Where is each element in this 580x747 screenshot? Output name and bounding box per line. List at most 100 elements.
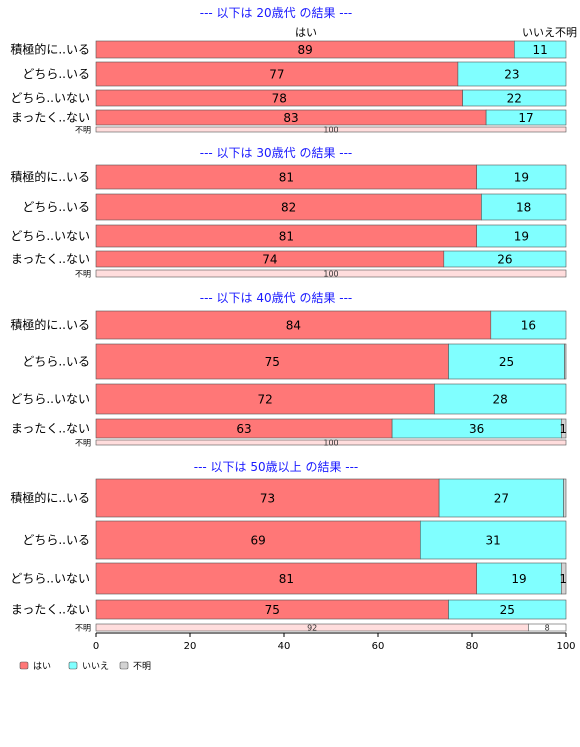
row-label: どちら..いる <box>22 200 90 214</box>
row-label: まったく..ない <box>11 422 90 436</box>
data-label: 72 <box>258 393 273 407</box>
bar-segment-no <box>434 383 567 415</box>
data-label: 100 <box>323 126 338 135</box>
bar-segment-no <box>513 40 567 59</box>
x-tick-label: 100 <box>556 641 575 652</box>
data-label: 83 <box>283 111 298 125</box>
bar-row: どちら..いる 69 31 <box>22 520 567 560</box>
bar-segment-no <box>448 343 565 380</box>
x-tick-label: 80 <box>466 641 479 652</box>
data-label: 89 <box>298 43 313 57</box>
row-label: 不明 <box>75 270 91 279</box>
row-label: 積極的に..いる <box>10 317 90 332</box>
row-label: 積極的に..いる <box>10 42 90 57</box>
data-label: 36 <box>469 422 484 436</box>
bar-row: どちら..いない 81 19 <box>10 224 567 248</box>
data-label: 1 <box>559 422 567 436</box>
row-label: まったく..ない <box>11 252 90 266</box>
bar-segment-yes <box>95 439 567 446</box>
data-label: 78 <box>272 92 287 106</box>
bar-segment-no <box>476 224 567 248</box>
bar-segment-no <box>462 89 567 107</box>
row-label: どちら..いない <box>10 572 90 586</box>
bar-segment-unknown <box>560 418 567 439</box>
panel-4: --- 以下は 50歳以上 の結果 --- 積極的に..いる 73 27 どちら..いる… <box>10 460 567 633</box>
data-label: 23 <box>504 68 519 82</box>
bar-row: まったく..ない 83 17 <box>11 109 567 126</box>
column-header-yes: はい <box>295 26 317 39</box>
x-axis: 0 20 40 60 80 100 <box>93 632 576 652</box>
data-label: 74 <box>262 253 277 267</box>
bar-segment-unknown <box>560 562 567 595</box>
row-label: どちら..いない <box>10 229 90 243</box>
bar-segment-yes <box>95 562 478 595</box>
bar-segment-yes <box>95 383 435 415</box>
data-label: 81 <box>279 230 294 244</box>
bar-segment-no <box>443 250 567 268</box>
panel-title: --- 以下は 20歳代 の結果 --- <box>200 6 353 20</box>
data-label: 75 <box>265 355 280 369</box>
bar-row: まったく..ない 74 26 <box>11 250 567 268</box>
data-label: 69 <box>251 534 266 548</box>
bar-segment-no <box>481 193 567 221</box>
data-label: 19 <box>511 572 526 586</box>
panel-3: --- 以下は 40歳代 の結果 --- 積極的に..いる 84 16 どちら..いる 7… <box>10 291 567 448</box>
bar-segment-unknown <box>564 343 567 380</box>
row-label: どちら..いる <box>22 67 90 81</box>
x-tick-label: 20 <box>184 641 197 652</box>
data-label: 25 <box>499 355 514 369</box>
data-label: 19 <box>514 171 529 185</box>
row-label: 不明 <box>75 439 91 448</box>
row-label: どちら..いる <box>22 533 90 547</box>
bar-segment-no <box>476 562 562 595</box>
bar-segment-yes <box>95 126 567 133</box>
data-label: 81 <box>279 572 294 586</box>
data-label: 16 <box>521 319 536 333</box>
legend-swatch <box>119 661 129 670</box>
legend-entry: 不明 <box>133 661 151 672</box>
bar-row: どちら..いない 72 28 <box>10 383 567 415</box>
bar-row: どちら..いる 75 25 <box>22 343 567 380</box>
row-label: 積極的に..いる <box>10 490 90 505</box>
x-tick-label: 60 <box>372 641 385 652</box>
panel-title: --- 以下は 40歳代 の結果 --- <box>200 291 353 305</box>
panel-1: --- 以下は 20歳代 の結果 --- 積極的に..いる 89 11 どちら..いる 7… <box>10 6 567 135</box>
bar-row: 不明 92 8 <box>75 624 567 633</box>
bar-segment-no <box>448 599 567 620</box>
data-label: 25 <box>500 603 515 617</box>
bar-segment-yes <box>95 193 482 221</box>
bar-row: 不明 100 <box>75 269 567 279</box>
data-label: 77 <box>269 68 284 82</box>
legend: はい いいえ 不明 <box>19 661 151 672</box>
bar-segment-no <box>490 310 567 340</box>
bar-segment-yes <box>95 478 440 518</box>
bar-segment-no <box>476 164 567 190</box>
row-label: 積極的に..いる <box>10 169 90 184</box>
data-label: 11 <box>533 43 548 57</box>
data-label: 17 <box>518 111 533 125</box>
bar-row: まったく..ない 75 25 <box>11 599 567 620</box>
panel-2: --- 以下は 30歳代 の結果 --- 積極的に..いる 81 19 どちら..いる 8… <box>10 146 567 279</box>
bar-segment-yes <box>95 164 478 190</box>
bar-segment-yes <box>95 61 459 87</box>
bar-row: まったく..ない 63 36 1 <box>11 418 567 439</box>
data-label: 84 <box>286 319 301 333</box>
x-tick-label: 0 <box>93 641 99 652</box>
data-label: 22 <box>507 92 522 106</box>
data-label: 28 <box>493 393 508 407</box>
bar-segment-yes <box>95 269 567 278</box>
row-label: 不明 <box>75 126 91 135</box>
row-label: まったく..ない <box>11 111 90 125</box>
x-tick-label: 40 <box>278 641 291 652</box>
data-label: 100 <box>323 270 338 279</box>
bar-segment-yes <box>95 310 492 340</box>
data-label: 1 <box>559 572 567 586</box>
data-label: 82 <box>281 201 296 215</box>
data-label: 100 <box>323 439 338 448</box>
data-label: 31 <box>486 534 501 548</box>
bar-segment-yes <box>95 520 421 560</box>
bar-row: 不明 100 <box>75 126 567 135</box>
bar-row: どちら..いる 77 23 <box>22 61 567 87</box>
